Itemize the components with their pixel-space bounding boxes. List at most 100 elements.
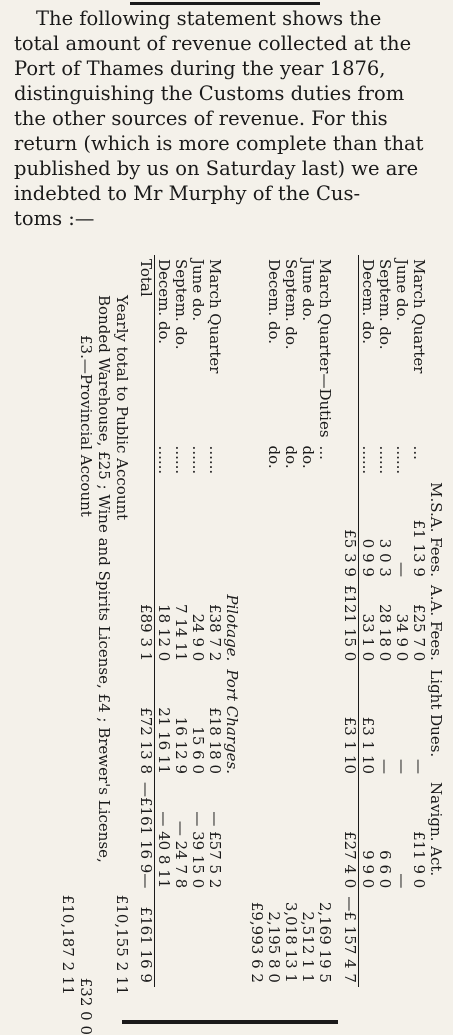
- intro-line: published by us on Saturday last) we are: [14, 157, 419, 180]
- pilotage-cell: 7 14 11: [172, 604, 190, 662]
- section3-header-row: Pilotage. Port Charges.: [223, 255, 241, 987]
- light-cell: —: [376, 759, 394, 774]
- pilotage-cell: 18 12 0: [154, 580, 173, 666]
- row-dots: do.: [282, 445, 300, 469]
- table-row: March Quarter ... £1 13 9 £25 7 0 — £11 …: [410, 255, 428, 987]
- section2-total-row: £9,993 6 2: [248, 255, 266, 987]
- msa-cell: £1 13 9: [410, 519, 428, 577]
- aa-total: £121 15 0: [341, 584, 359, 662]
- duties-cell: 3,018 13 1: [282, 901, 300, 983]
- light-cell: —: [410, 759, 428, 774]
- intro-line: return (which is more complete than that: [14, 132, 424, 155]
- row-label: Decem. do.: [265, 259, 283, 345]
- port-cell: 21 16 11: [154, 665, 173, 778]
- port-charges-header: Port Charges.: [223, 669, 241, 774]
- grand-total-value: £10,187 2 11: [59, 894, 77, 995]
- section1-totals-row: £5 3 9 £121 15 0 £3 1 10 £27 4 0 —£ 157 …: [341, 255, 359, 987]
- pilotage-cell: £38 7 2: [206, 604, 224, 662]
- row-label: March Quarter: [206, 259, 224, 374]
- section1-grand-total: —£ 157 4 7: [341, 896, 359, 983]
- aa-cell: 28 18 0: [376, 604, 394, 662]
- revenue-table: M.S.A. Fees. A.A. Fees. Light Dues. Navi…: [137, 255, 445, 987]
- row-dots: ......: [206, 445, 224, 475]
- intro-line: total amount of revenue collected at the: [14, 32, 412, 55]
- table-row: Decem. do. ...... 0 9 9 33 1 0 £3 1 10 9…: [358, 255, 377, 987]
- intro-line: Port of Thames during the year 1876,: [14, 57, 386, 80]
- light-header: Light Dues.: [427, 669, 445, 758]
- sum-total: —£161 16 9—: [137, 782, 155, 889]
- table-row: June do. do. 2,512 1 1: [299, 255, 317, 987]
- row-dots: ......: [154, 441, 173, 479]
- row-label: March Quarter—Duties: [316, 259, 334, 438]
- navign-header: Navign. Act.: [427, 782, 445, 877]
- row-dots: do.: [265, 445, 283, 469]
- grand-total-line: £10,187 2 11: [59, 295, 77, 995]
- total-label: Total: [137, 259, 155, 297]
- msa-cell: 3 0 3: [376, 538, 394, 577]
- yearly-total-label: Yearly total to Public Account: [113, 295, 131, 521]
- table-row: Septem. do. do. 3,018 13 1: [282, 255, 300, 987]
- bonded-line: Bonded Warehouse, £25 ; Wine and Spirits…: [95, 295, 113, 863]
- intro-paragraph: The following statement shows the total …: [14, 6, 444, 231]
- row-label: Septem. do.: [172, 259, 190, 350]
- row-label: June do.: [393, 259, 411, 322]
- intro-line: The following statement shows the: [36, 7, 382, 30]
- yearly-total-line: Yearly total to Public Account £10,155 2…: [113, 295, 131, 995]
- row-label: Decem. do.: [358, 255, 377, 442]
- table-row: March Quarter ...... £38 7 2 £18 18 0 — …: [206, 255, 224, 987]
- pilotage-cell: 24 9 0: [189, 613, 207, 662]
- table-row: Decem. do. ...... 18 12 0 21 16 11 — 40 …: [154, 255, 173, 987]
- msa-cell: —: [393, 561, 411, 577]
- msa-cell: 0 9 9: [358, 478, 377, 581]
- aa-cell: 34 9 0: [393, 613, 411, 662]
- provincial-label: £3.—Provincial Account: [77, 335, 95, 517]
- carried-total: £161 16 9: [137, 906, 155, 983]
- light-cell: £3 1 10: [358, 665, 377, 778]
- bottom-rule: [122, 1020, 338, 1024]
- header-row: M.S.A. Fees. A.A. Fees. Light Dues. Navi…: [427, 255, 445, 987]
- footer: Yearly total to Public Account £10,155 2…: [59, 255, 131, 1035]
- section3-totals-row: Total £89 3 1 £72 13 8 —£161 16 9— £161 …: [137, 255, 155, 987]
- sum-cell: — 40 8 11: [154, 778, 173, 893]
- sum-cell: — £57 5 2: [206, 811, 224, 889]
- row-dots: ......: [393, 445, 411, 475]
- duties-total: £9,993 6 2: [248, 901, 266, 983]
- navign-cell: 9 9 0: [358, 778, 377, 893]
- navign-cell: £11 9 0: [410, 831, 428, 889]
- pilotage-header: Pilotage.: [223, 594, 241, 662]
- provincial-line: £3.—Provincial Account £32 0 0: [77, 295, 95, 1035]
- light-cell: —: [393, 759, 411, 774]
- msa-total: £5 3 9: [341, 529, 359, 577]
- row-label: March Quarter: [410, 259, 428, 374]
- rotated-revenue-table: M.S.A. Fees. A.A. Fees. Light Dues. Navi…: [14, 255, 445, 1035]
- table-row: June do. ...... — 34 9 0 — —: [393, 255, 411, 987]
- msa-header: M.S.A. Fees.: [427, 482, 445, 577]
- top-rule: [130, 2, 320, 5]
- table-row: Decem. do. do. 2,195 8 0: [265, 255, 283, 987]
- light-total: £3 1 10: [341, 716, 359, 774]
- intro-line: indebted to Mr Murphy of the Cus-: [14, 182, 361, 205]
- row-label: Septem. do.: [376, 259, 394, 350]
- row-dots: ......: [376, 445, 394, 475]
- duties-cell: 2,512 1 1: [299, 911, 317, 983]
- table-row: Septem. do. ...... 7 14 11 16 12 9 — 24 …: [172, 255, 190, 987]
- navign-cell: 6 6 0: [376, 850, 394, 889]
- aa-cell: 33 1 0: [358, 580, 377, 666]
- row-dots: do.: [299, 445, 317, 469]
- duties-cell: 2,195 8 0: [265, 911, 283, 983]
- table-row: Septem. do. ...... 3 0 3 28 18 0 — 6 6 0: [376, 255, 394, 987]
- intro-line: toms :—: [14, 207, 95, 230]
- navign-cell: —: [393, 873, 411, 889]
- aa-header: A.A. Fees.: [427, 584, 445, 661]
- row-dots: ...: [316, 445, 334, 460]
- port-total: £72 13 8: [137, 707, 155, 774]
- row-label: Decem. do.: [154, 255, 173, 442]
- table-row: June do. ...... 24 9 0 15 6 0 — 39 15 0: [189, 255, 207, 987]
- port-cell: £18 18 0: [206, 707, 224, 774]
- row-label: Septem. do.: [282, 259, 300, 350]
- duties-cell: 2,169 19 5: [316, 901, 334, 983]
- row-dots: ......: [358, 441, 377, 479]
- row-label: June do.: [189, 259, 207, 322]
- intro-line: distinguishing the Customs duties from: [14, 82, 405, 105]
- aa-cell: £25 7 0: [410, 604, 428, 662]
